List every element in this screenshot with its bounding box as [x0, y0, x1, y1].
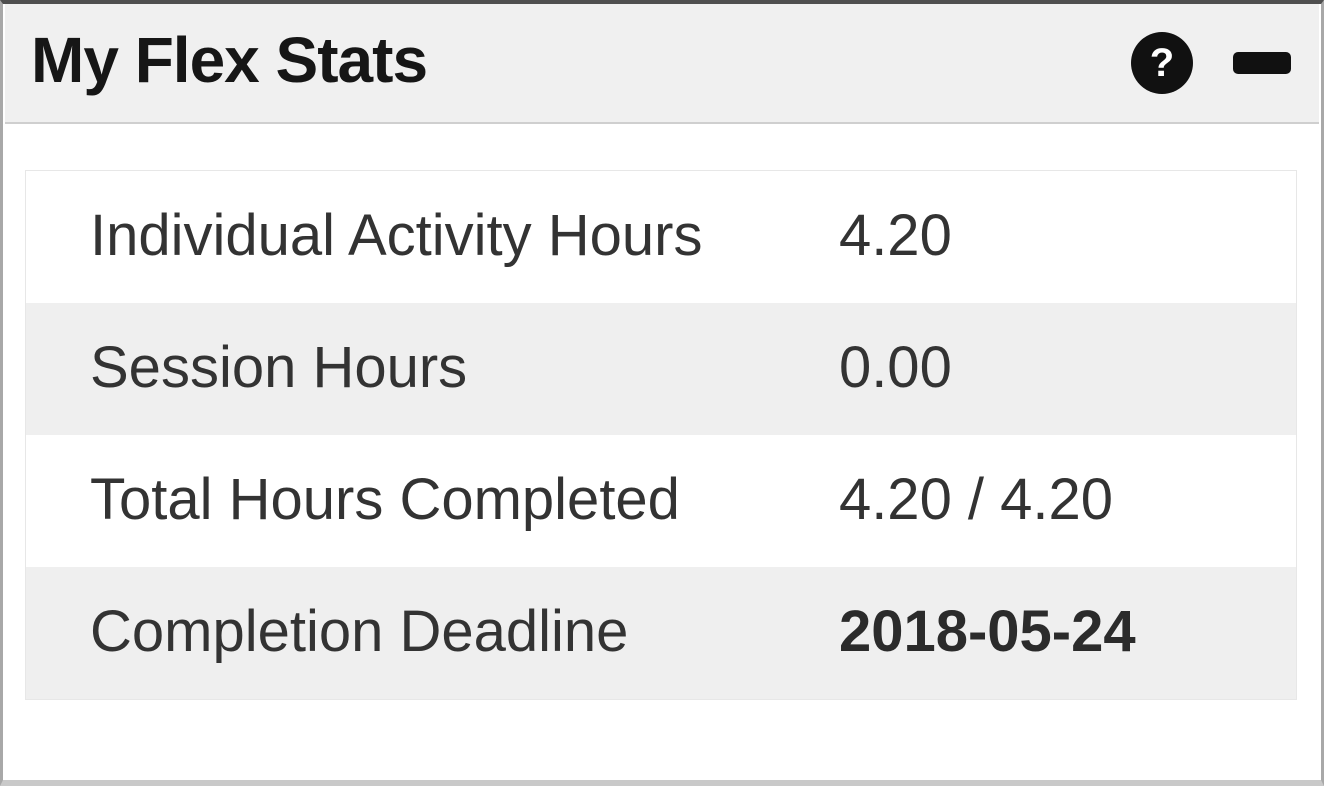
table-row: Total Hours Completed 4.20 / 4.20 — [26, 435, 1297, 567]
page-title: My Flex Stats — [31, 24, 428, 96]
table-row: Session Hours 0.00 — [25, 303, 1297, 435]
stat-value: 0.00 — [838, 335, 952, 400]
stat-value: 4.20 — [838, 203, 952, 268]
widget-header: My Flex Stats ? — [5, 4, 1319, 124]
help-icon[interactable]: ? — [1131, 32, 1193, 94]
table-row: Completion Deadline 2018-05-24 — [25, 567, 1297, 700]
stat-label: Individual Activity Hours — [90, 203, 703, 268]
widget-body: Individual Activity Hours 4.20 Session H… — [3, 124, 1321, 700]
stat-label: Completion Deadline — [90, 599, 629, 664]
stat-label: Total Hours Completed — [90, 467, 680, 532]
stat-value: 2018-05-24 — [838, 599, 1136, 664]
stat-value: 4.20 / 4.20 — [838, 467, 1114, 532]
stat-label: Session Hours — [90, 335, 468, 400]
header-icons: ? — [1131, 32, 1291, 94]
stats-table: Individual Activity Hours 4.20 Session H… — [25, 170, 1297, 700]
table-row: Individual Activity Hours 4.20 — [26, 171, 1297, 304]
minimize-icon[interactable] — [1233, 52, 1291, 74]
